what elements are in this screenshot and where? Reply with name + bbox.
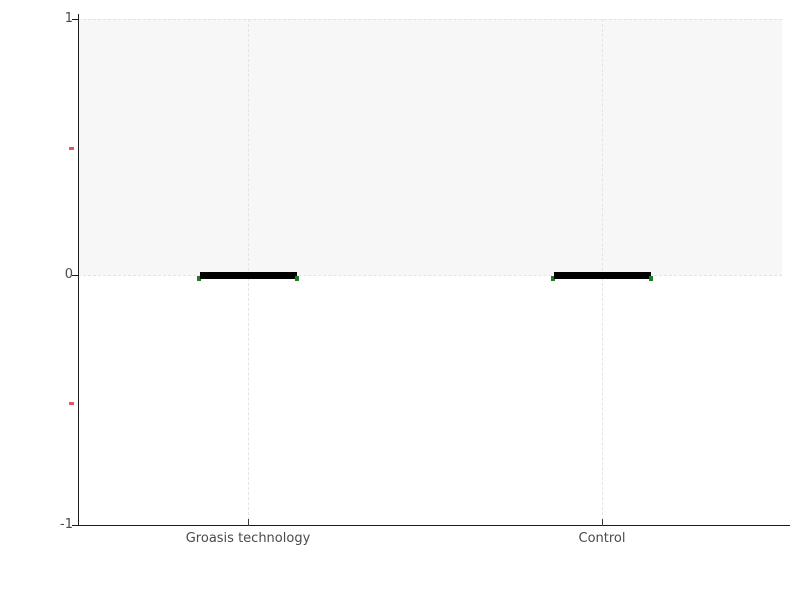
y-axis-line: [78, 14, 79, 526]
bar-cap-left-control: [551, 276, 555, 281]
y-tick-minus-1: [72, 525, 78, 526]
bar-control[interactable]: [554, 272, 651, 279]
gridline-y-0: [78, 275, 782, 276]
y-tick-1: [72, 19, 78, 20]
y-axis-title: Growth rate (cm/day): [0, 0, 1, 193]
y-tick-label-minus-1: -1: [60, 517, 73, 532]
y-tick-0: [72, 275, 78, 276]
y-tick-label-1: 1: [64, 11, 73, 26]
x-tick-control: [602, 519, 603, 526]
y-minor-tick-minus-0-5: [69, 402, 74, 405]
x-tick-label-control: Control: [578, 531, 626, 546]
x-tick-label-groasis-technology: Groasis technology: [185, 531, 311, 546]
x-axis-line: [78, 525, 790, 526]
y-minor-tick-0-5: [69, 147, 74, 150]
bar-groasis-technology[interactable]: [200, 272, 297, 279]
bar-cap-left-groasis-technology: [197, 276, 201, 281]
bar-cap-right-control: [649, 276, 653, 281]
y-tick-label-0: 0: [64, 267, 73, 282]
gridline-y-1: [78, 19, 782, 20]
plot-area: [78, 19, 782, 525]
x-tick-groasis-technology: [248, 519, 249, 526]
bar-cap-right-groasis-technology: [295, 276, 299, 281]
positive-value-band: [78, 19, 782, 275]
